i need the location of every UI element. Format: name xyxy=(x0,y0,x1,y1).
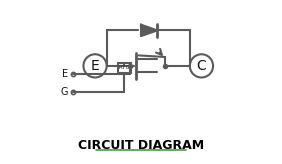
FancyBboxPatch shape xyxy=(118,63,131,73)
Text: C: C xyxy=(197,59,206,73)
Text: E: E xyxy=(91,59,100,73)
Text: G: G xyxy=(61,87,69,97)
Text: CIRCUIT DIAGRAM: CIRCUIT DIAGRAM xyxy=(78,139,204,152)
Text: RTC: RTC xyxy=(119,65,130,70)
Polygon shape xyxy=(141,25,157,36)
Text: E: E xyxy=(62,69,69,79)
